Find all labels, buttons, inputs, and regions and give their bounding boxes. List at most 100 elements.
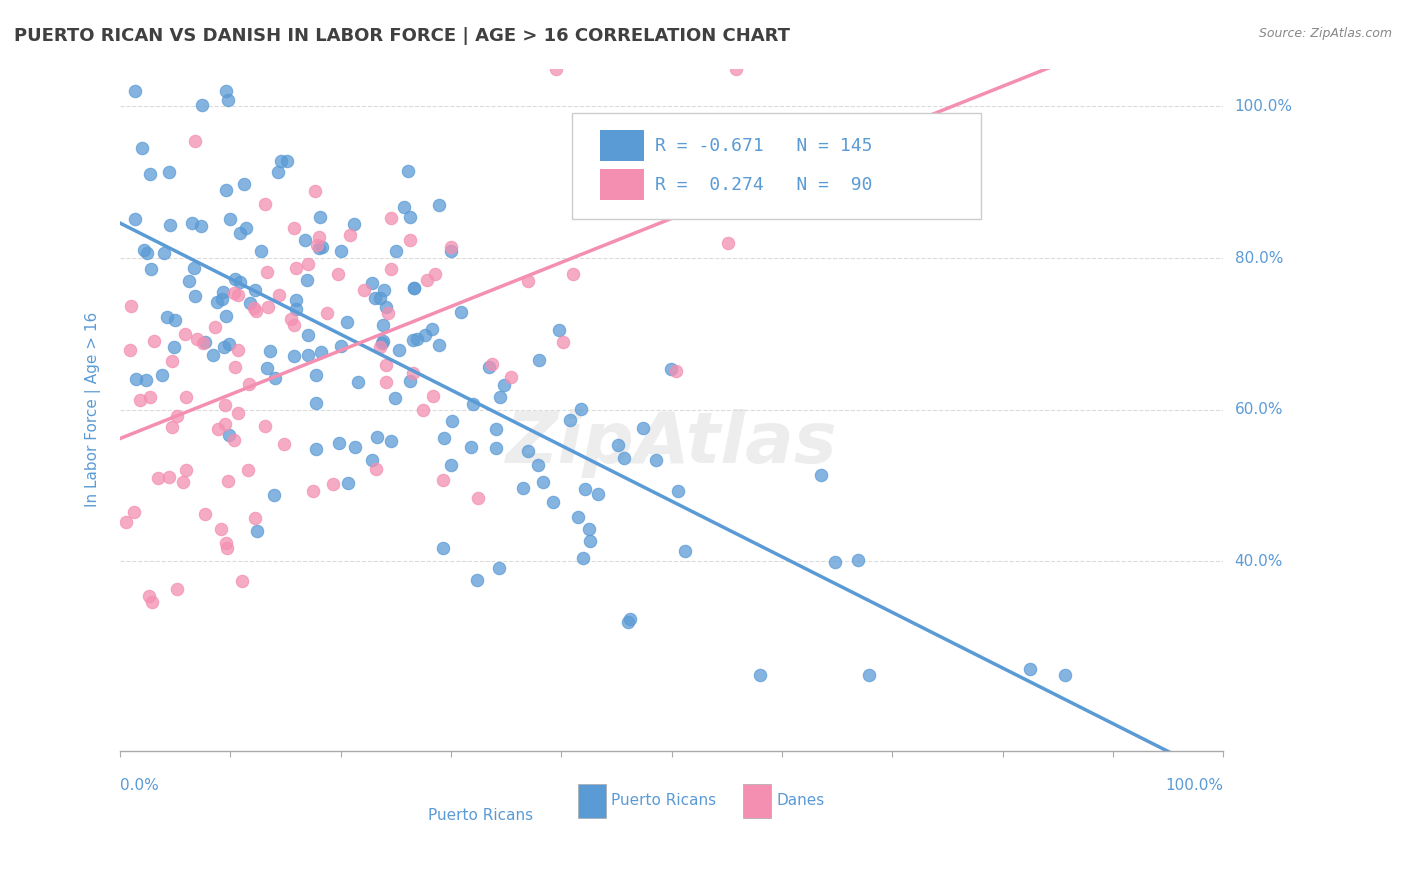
- Point: [224, 272, 246, 286]
- Point: [215, 310, 238, 324]
- Point: [440, 240, 463, 254]
- Point: [422, 389, 444, 403]
- Point: [571, 550, 593, 565]
- Point: [645, 452, 668, 467]
- Point: [157, 165, 180, 179]
- FancyBboxPatch shape: [572, 113, 981, 219]
- FancyBboxPatch shape: [600, 130, 644, 161]
- Point: [316, 306, 339, 320]
- Point: [368, 291, 391, 305]
- Point: [724, 62, 747, 76]
- Point: [371, 334, 394, 349]
- Point: [245, 283, 267, 297]
- Point: [527, 458, 550, 472]
- Point: [586, 487, 609, 501]
- Point: [283, 349, 305, 363]
- Point: [380, 434, 402, 448]
- Point: [141, 595, 163, 609]
- Point: [516, 274, 538, 288]
- Point: [347, 375, 370, 389]
- Point: [640, 152, 662, 166]
- Point: [309, 345, 332, 359]
- Point: [263, 371, 285, 385]
- Point: [666, 483, 689, 498]
- Point: [249, 244, 271, 258]
- Point: [214, 417, 236, 431]
- Point: [207, 422, 229, 436]
- Point: [385, 244, 408, 258]
- Point: [631, 421, 654, 435]
- Point: [236, 463, 259, 477]
- Text: Source: ZipAtlas.com: Source: ZipAtlas.com: [1258, 27, 1392, 40]
- Point: [243, 511, 266, 525]
- Point: [399, 210, 422, 224]
- Point: [529, 353, 551, 368]
- Point: [124, 212, 146, 227]
- Point: [120, 343, 142, 358]
- Point: [673, 544, 696, 558]
- Point: [160, 420, 183, 434]
- FancyBboxPatch shape: [744, 784, 770, 818]
- Point: [420, 321, 443, 335]
- Point: [481, 357, 503, 371]
- Point: [256, 360, 278, 375]
- Point: [339, 227, 361, 242]
- Point: [330, 339, 353, 353]
- Point: [215, 183, 238, 197]
- Point: [173, 326, 195, 341]
- Point: [374, 300, 396, 314]
- Point: [450, 304, 472, 318]
- Point: [131, 141, 153, 155]
- Point: [219, 212, 242, 227]
- Text: 80.0%: 80.0%: [1234, 251, 1282, 266]
- Point: [186, 332, 208, 346]
- Point: [276, 153, 298, 168]
- Point: [336, 315, 359, 329]
- Point: [322, 476, 344, 491]
- Point: [159, 218, 181, 232]
- Point: [427, 197, 450, 211]
- Point: [398, 374, 420, 388]
- Point: [440, 413, 463, 427]
- Point: [232, 177, 254, 191]
- Point: [205, 295, 228, 310]
- Point: [297, 257, 319, 271]
- Text: Danes: Danes: [776, 793, 825, 808]
- Point: [235, 220, 257, 235]
- Text: Puerto Ricans: Puerto Ricans: [429, 808, 533, 823]
- Point: [194, 334, 217, 349]
- Point: [377, 306, 399, 320]
- Point: [398, 233, 420, 247]
- Point: [824, 555, 846, 569]
- Text: ZipAtlas: ZipAtlas: [506, 409, 838, 478]
- Point: [401, 333, 423, 347]
- Point: [619, 612, 641, 626]
- Point: [152, 368, 174, 382]
- FancyBboxPatch shape: [578, 784, 606, 818]
- Point: [191, 336, 214, 351]
- Point: [402, 366, 425, 380]
- Point: [425, 267, 447, 281]
- Point: [217, 541, 239, 555]
- Point: [406, 332, 429, 346]
- Point: [246, 524, 269, 538]
- Point: [485, 422, 508, 436]
- Point: [295, 272, 318, 286]
- Point: [548, 322, 571, 336]
- Point: [569, 402, 592, 417]
- Point: [402, 281, 425, 295]
- Point: [157, 469, 180, 483]
- Point: [413, 328, 436, 343]
- Point: [231, 574, 253, 588]
- Point: [135, 374, 157, 388]
- Point: [184, 134, 207, 148]
- Point: [432, 474, 454, 488]
- Point: [284, 302, 307, 317]
- Point: [467, 491, 489, 506]
- Point: [204, 319, 226, 334]
- Point: [308, 241, 330, 255]
- Point: [432, 541, 454, 555]
- Point: [384, 392, 406, 406]
- Point: [394, 200, 416, 214]
- Point: [163, 312, 186, 326]
